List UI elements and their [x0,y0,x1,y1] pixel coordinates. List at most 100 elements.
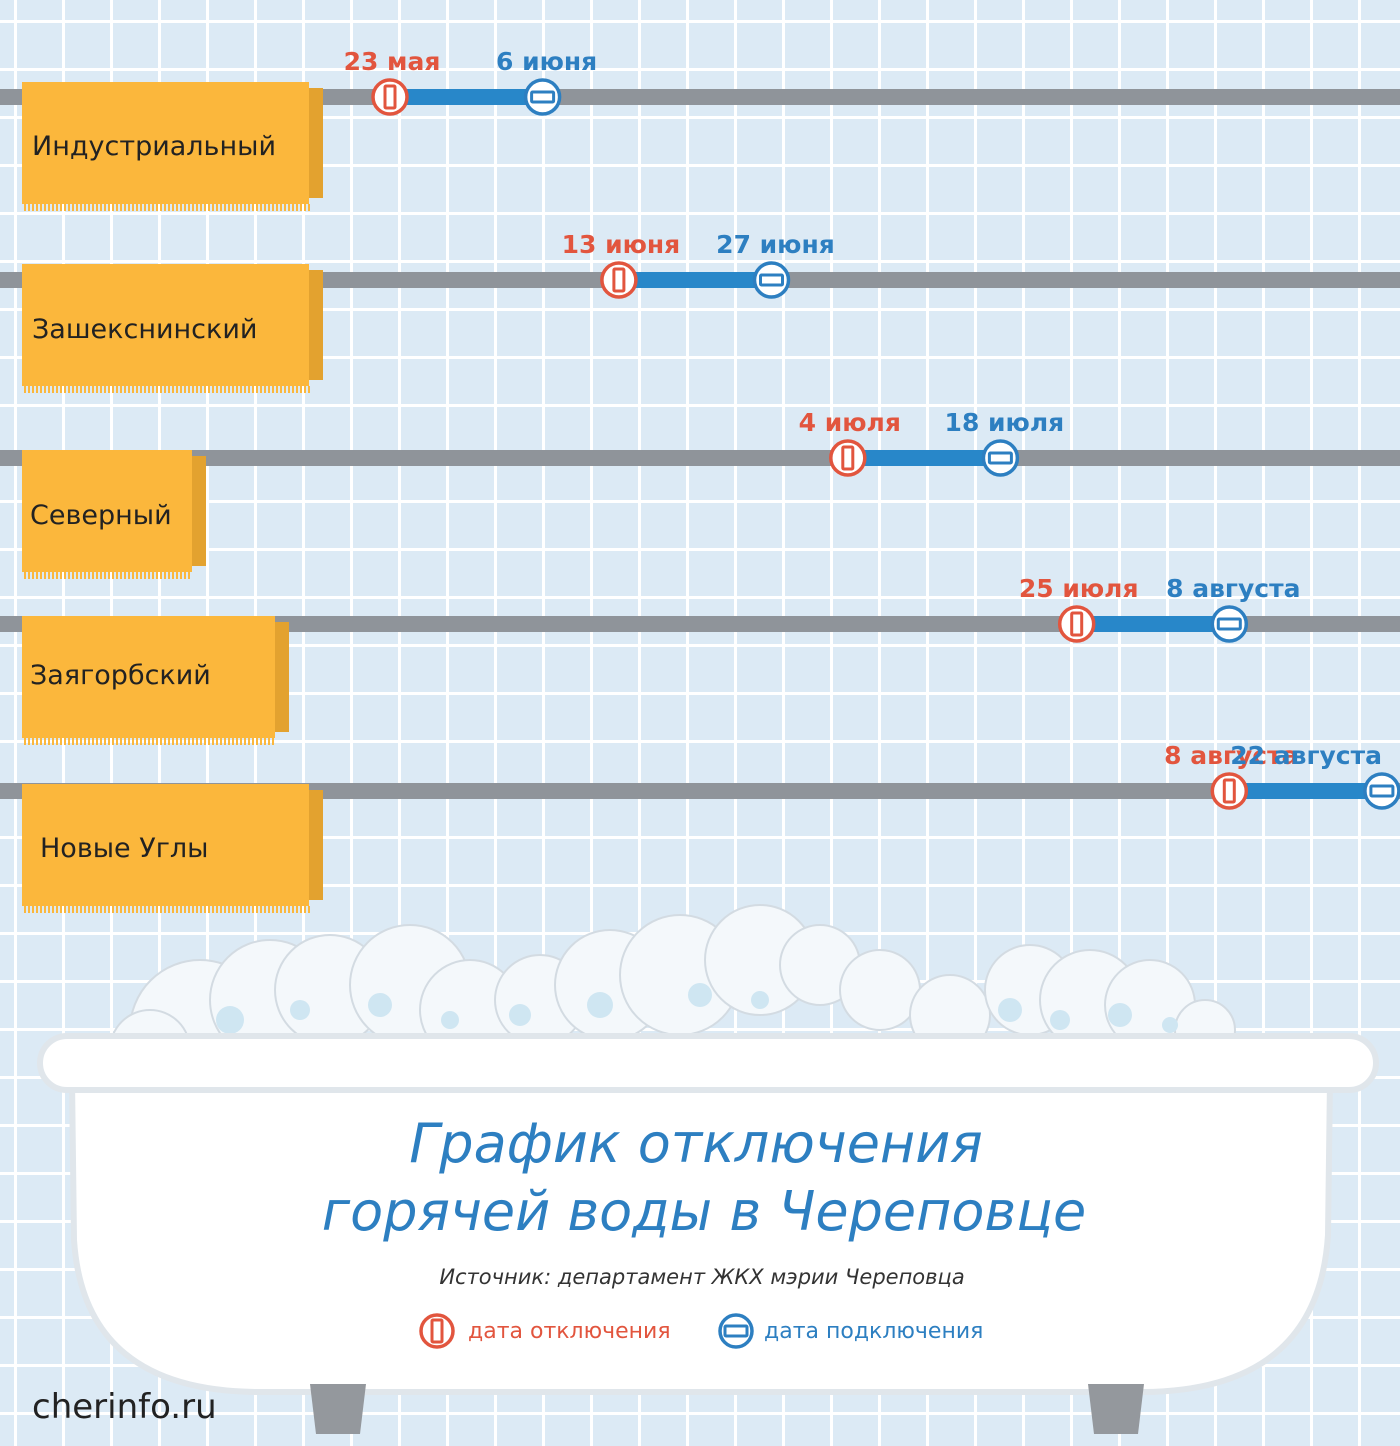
fringe-strand [208,386,210,393]
fringe-strand [108,386,110,393]
fringe-strand [192,386,194,393]
fringe-strand [188,906,190,913]
fringe-strand [180,386,182,393]
fringe-strand [160,386,162,393]
fringe-strand [96,738,98,745]
district-row: Индустриальный 23 мая 6 июня [0,47,1400,211]
fringe-strand [244,738,246,745]
foam-spot [998,998,1022,1022]
fringe-strand [128,386,130,393]
fringe-strand [76,738,78,745]
fringe-strand [84,386,86,393]
fringe-strand [272,738,274,745]
fringe-strand [24,572,26,579]
chart-title-line-2: горячей воды в Череповце [322,1180,1086,1243]
fringe-strand [136,906,138,913]
fringe-strand [68,738,70,745]
fringe-strand [180,204,182,211]
towel [22,264,309,386]
fringe-strand [204,204,206,211]
on-marker-glyph [530,90,556,104]
fringe-strand [120,906,122,913]
foam-spot [1108,1003,1132,1027]
fringe-strand [288,906,290,913]
fringe-strand [288,204,290,211]
fringe-strand [236,386,238,393]
fringe-strand [28,572,30,579]
fringe-strand [196,386,198,393]
foam-spot [509,1004,531,1026]
off-marker-glyph [383,84,397,110]
fringe-strand [152,572,154,579]
fringe-strand [176,906,178,913]
fringe-strand [148,204,150,211]
fringe-strand [140,572,142,579]
fringe-strand [92,572,94,579]
fringe-strand [48,572,50,579]
off-marker-icon [1057,605,1096,643]
off-marker-icon [419,1313,455,1349]
fringe-strand [136,738,138,745]
fringe-strand [52,906,54,913]
fringe-strand [204,386,206,393]
fringe-strand [292,204,294,211]
fringe-strand [148,386,150,393]
outage-bar [618,272,772,288]
fringe-strand [140,386,142,393]
fringe-strand [256,738,258,745]
fringe-strand [60,738,62,745]
fringe-strand [220,204,222,211]
fringe-strand [112,386,114,393]
fringe-strand [144,572,146,579]
fringe-strand [240,738,242,745]
fringe-strand [112,738,114,745]
fringe-strand [284,386,286,393]
fringe-strand [208,204,210,211]
fringe-strand [296,386,298,393]
fringe-strand [44,738,46,745]
fringe-strand [156,738,158,745]
pipe [0,450,1400,466]
fringe-strand [104,906,106,913]
fringe-strand [252,906,254,913]
fringe-strand [172,738,174,745]
fringe-strand [100,738,102,745]
fringe-strand [36,572,38,579]
fringe-strand [32,204,34,211]
legend-on: дата подключения [718,1313,983,1349]
fringe-strand [292,906,294,913]
fringe-strand [128,906,130,913]
fringe-strand [248,204,250,211]
fringe-strand [120,204,122,211]
fringe-strand [268,386,270,393]
fringe-strand [232,386,234,393]
foam-spot [216,1006,244,1034]
fringe-strand [116,204,118,211]
foam-bubble [839,949,921,1031]
fringe-strand [252,204,254,211]
fringe-strand [136,572,138,579]
bathtub-leg-left [310,1384,366,1434]
fringe-strand [52,738,54,745]
fringe-strand [32,738,34,745]
fringe-strand [184,204,186,211]
fringe-strand [308,386,310,393]
off-date-label: 4 июля [799,408,901,437]
fringe-strand [204,906,206,913]
fringe-strand [64,738,66,745]
fringe-strand [236,906,238,913]
on-marker-icon [1363,772,1400,810]
bathtub-leg-right [1088,1384,1144,1434]
fringe-strand [228,738,230,745]
off-marker-glyph [430,1318,444,1344]
fringe-strand [216,906,218,913]
fringe-strand [84,204,86,211]
pipe [0,616,1400,632]
schedule-rows: Индустриальный 23 мая 6 июня Зашекснинский 1… [0,47,1400,913]
fringe-strand [88,204,90,211]
fringe-strand [196,204,198,211]
fringe-strand [88,738,90,745]
fringe-strand [104,204,106,211]
fringe-strand [92,386,94,393]
fringe-strand [88,386,90,393]
